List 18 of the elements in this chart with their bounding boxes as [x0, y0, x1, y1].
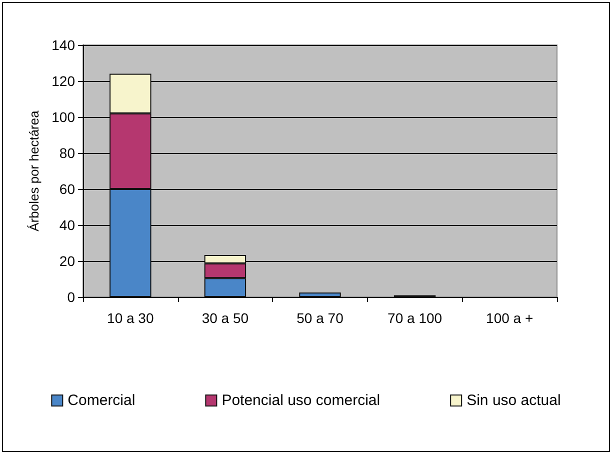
x-tick-label: 70 a 100 [388, 310, 442, 326]
y-tick-label: 0 [67, 289, 76, 305]
legend-label: Potencial uso comercial [222, 392, 380, 409]
y-tick-label: 60 [59, 181, 76, 197]
x-tick-label: 50 a 70 [296, 310, 344, 326]
bar [299, 292, 341, 297]
y-tick-label: 120 [52, 73, 76, 89]
y-tick-label: 80 [59, 145, 76, 161]
x-tick-label: 100 a + [486, 310, 534, 326]
x-tick-label: 10 a 30 [107, 310, 154, 326]
y-tick-label: 20 [59, 253, 76, 269]
y-tick-label: 100 [52, 109, 76, 125]
y-axis-title: Árboles por hectárea [26, 110, 42, 232]
legend-label: Sin uso actual [466, 392, 561, 409]
legend-label: Comercial [68, 392, 136, 409]
y-tick-label: 140 [52, 37, 76, 53]
y-tick-label: 40 [59, 217, 76, 233]
x-tick-label: 30 a 50 [202, 310, 249, 326]
